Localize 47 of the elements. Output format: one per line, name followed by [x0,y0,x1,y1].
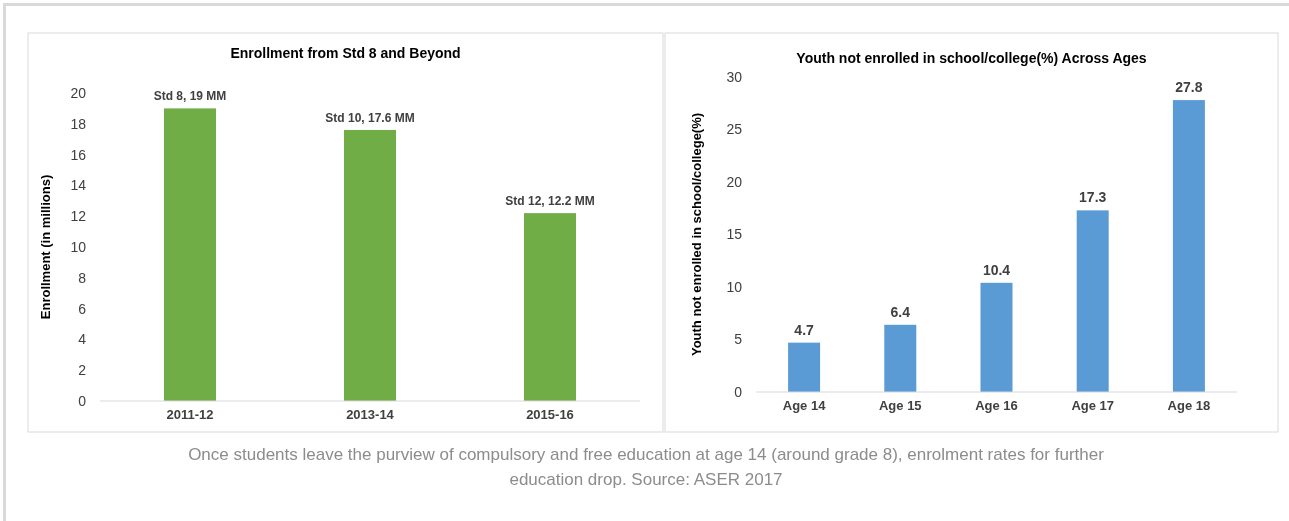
y-tick-label: 10 [726,278,743,295]
bar [524,213,576,401]
y-tick-label: 10 [70,238,87,255]
text: Once students leave the purview of compulsory and free education at age 14 (around grade 8), enrolment rates for further education drop. Source: ASER 2017 [188,445,1105,489]
y-tick-label: 5 [734,331,743,348]
bar [344,129,396,401]
data-label: Std 12, 12.2 MM [505,194,595,209]
bar [164,108,216,401]
y-tick-label: 0 [78,392,87,409]
bar [980,282,1013,392]
data-label: 17.3 [1079,189,1107,206]
y-axis-title: Youth not enrolled in school/college(%) [689,112,704,357]
y-tick-label: 0 [734,383,743,400]
y-tick-label: 15 [726,226,743,243]
y-axis-title: Enrollment (in millions) [38,174,53,320]
x-tick-label: Age 15 [878,398,922,413]
y-tick-label: 12 [70,208,87,225]
y-tick-label: 4 [78,331,87,348]
chart-title: Enrollment from Std 8 and Beyond [230,45,461,61]
x-tick-label: 2011-12 [166,407,214,422]
bar [1076,210,1109,392]
y-tick-label: 30 [726,68,743,85]
x-tick-label: Age 14 [782,398,827,413]
y-tick-label: 20 [70,84,87,101]
y-tick-label: 25 [726,121,743,138]
y-tick-label: 8 [78,269,87,286]
y-tick-label: 14 [70,177,87,194]
data-label: 6.4 [890,303,911,320]
chart-title: Youth not enrolled in school/college(%) Across Ages [796,50,1147,66]
data-label: 10.4 [982,261,1011,278]
y-tick-label: 18 [70,115,87,132]
x-tick-label: 2015-16 [526,407,574,422]
data-label: 27.8 [1175,79,1203,96]
x-tick-label: Age 17 [1071,398,1115,413]
y-tick-label: 20 [726,173,743,190]
x-tick-label: Age 18 [1167,398,1211,413]
bar [788,342,821,392]
bar [884,324,917,392]
bar [1172,100,1205,392]
y-tick-label: 2 [78,362,87,379]
data-label: 4.7 [794,321,815,338]
x-tick-label: Age 16 [975,398,1018,413]
y-tick-label: 16 [70,146,87,163]
x-tick-label: 2013-14 [346,407,395,422]
data-label: Std 8, 19 MM [153,89,227,104]
y-tick-label: 6 [78,300,87,317]
data-label: Std 10, 17.6 MM [325,110,415,125]
